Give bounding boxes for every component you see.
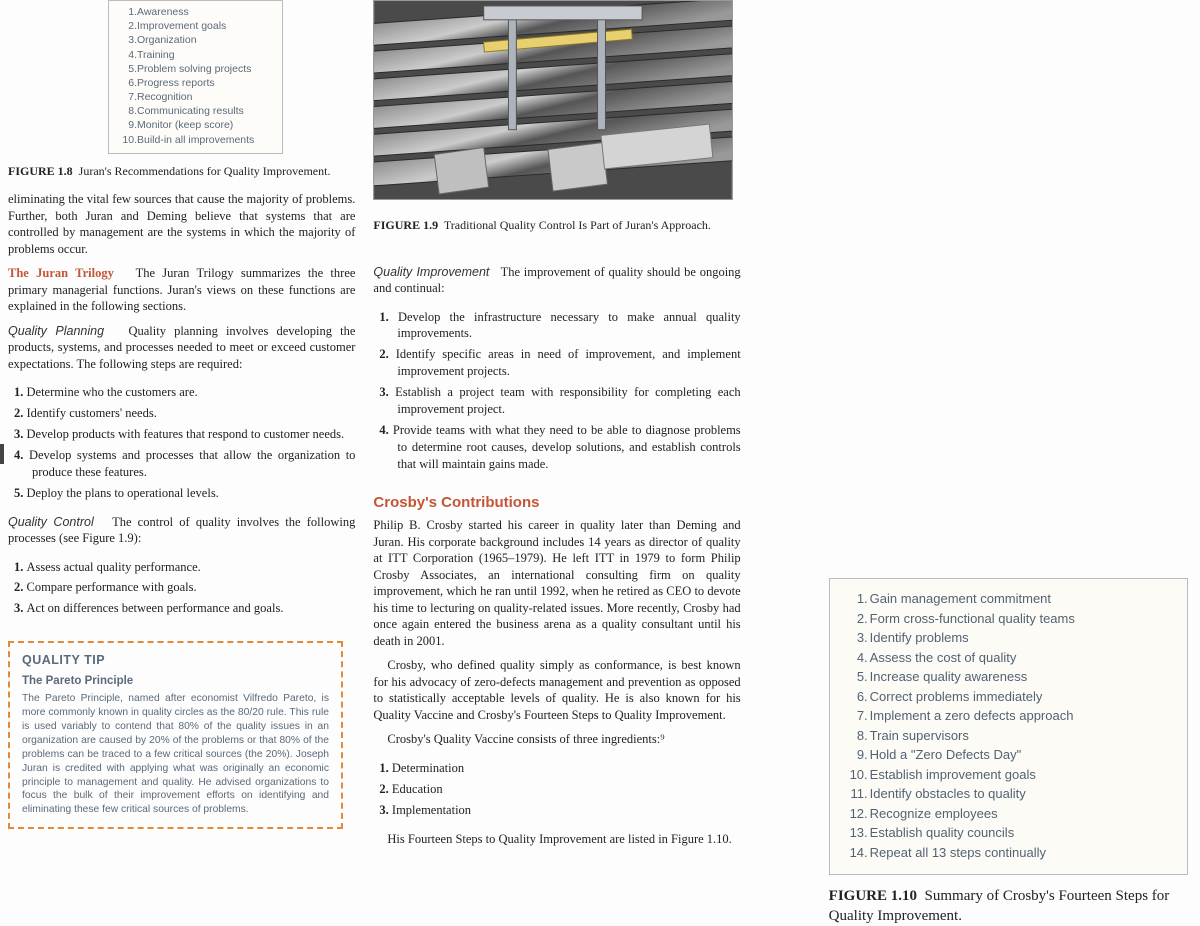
list-item: Recognize employees bbox=[844, 804, 1173, 824]
quality-planning-list: Determine who the customers are. Identif… bbox=[14, 384, 355, 505]
list-item: Develop systems and processes that allow… bbox=[14, 447, 355, 481]
list-item: Form cross-functional quality teams bbox=[844, 609, 1173, 629]
list-item: Train supervisors bbox=[844, 726, 1173, 746]
fig-1-8-box: Awareness Improvement goals Organization… bbox=[108, 0, 283, 154]
section-heading-crosby: Crosby's Contributions bbox=[373, 494, 740, 511]
list-item: Identify specific areas in need of impro… bbox=[379, 346, 740, 380]
quality-tip-box: QUALITY TIP The Pareto Principle The Par… bbox=[8, 641, 343, 829]
list-item: Establish improvement goals bbox=[844, 765, 1173, 785]
fig-caption-text: Traditional Quality Control Is Part of J… bbox=[444, 218, 711, 232]
fig-1-10-caption: FIGURE 1.10 Summary of Crosby's Fourteen… bbox=[829, 887, 1188, 926]
fig-caption-text: Juran's Recommendations for Quality Impr… bbox=[79, 164, 331, 178]
quality-improvement-list: Develop the infrastructure necessary to … bbox=[379, 309, 740, 477]
list-item: Assess actual quality performance. bbox=[14, 559, 355, 576]
list-item: Implementation bbox=[379, 802, 740, 819]
list-item: Determine who the customers are. bbox=[14, 384, 355, 401]
list-item: Establish a project team with responsibi… bbox=[379, 384, 740, 418]
paragraph: His Fourteen Steps to Quality Improvemen… bbox=[373, 831, 740, 848]
paragraph: Philip B. Crosby started his career in q… bbox=[373, 517, 740, 649]
list-item: Develop products with features that resp… bbox=[14, 426, 355, 443]
list-item: Problem solving projects bbox=[119, 62, 272, 76]
paragraph: Quality Improvement The improvement of q… bbox=[373, 264, 740, 297]
bolts-photo-icon bbox=[374, 1, 732, 199]
list-item: Monitor (keep score) bbox=[119, 118, 272, 132]
paragraph: eliminating the vital few sources that c… bbox=[8, 191, 355, 257]
textbook-page: Awareness Improvement goals Organization… bbox=[0, 0, 1200, 926]
paragraph: Quality Control The control of quality i… bbox=[8, 514, 355, 547]
list-item: Act on differences between performance a… bbox=[14, 600, 355, 617]
list-item: Determination bbox=[379, 760, 740, 777]
right-column: Gain management commitment Form cross-fu… bbox=[829, 0, 1188, 926]
run-in-heading: The Juran Trilogy bbox=[8, 266, 114, 280]
run-in-heading: Quality Improvement bbox=[373, 265, 489, 279]
list-item: Assess the cost of quality bbox=[844, 648, 1173, 668]
quality-control-list: Assess actual quality performance. Compa… bbox=[14, 559, 355, 622]
list-item: Identify obstacles to quality bbox=[844, 784, 1173, 804]
list-item: Provide teams with what they need to be … bbox=[379, 422, 740, 473]
fig-1-10-list: Gain management commitment Form cross-fu… bbox=[844, 589, 1173, 862]
page-edge-marker bbox=[0, 444, 4, 464]
list-item: Training bbox=[119, 48, 272, 62]
list-item: Build-in all improvements bbox=[119, 133, 272, 147]
tip-body: The Pareto Principle, named after econom… bbox=[22, 692, 329, 817]
list-item: Identify problems bbox=[844, 628, 1173, 648]
run-in-heading: Quality Planning bbox=[8, 324, 104, 338]
fig-1-9-image bbox=[373, 0, 733, 200]
list-item: Hold a "Zero Defects Day" bbox=[844, 745, 1173, 765]
list-item: Deploy the plans to operational levels. bbox=[14, 485, 355, 502]
list-item: Organization bbox=[119, 33, 272, 47]
list-item: Increase quality awareness bbox=[844, 667, 1173, 687]
fig-label: FIGURE 1.8 bbox=[8, 164, 73, 178]
list-item: Gain management commitment bbox=[844, 589, 1173, 609]
fig-1-8-list: Awareness Improvement goals Organization… bbox=[119, 5, 272, 147]
paragraph: The Juran Trilogy The Juran Trilogy summ… bbox=[8, 265, 355, 315]
list-item: Compare performance with goals. bbox=[14, 579, 355, 596]
left-column: Awareness Improvement goals Organization… bbox=[8, 0, 355, 926]
run-in-heading: Quality Control bbox=[8, 515, 94, 529]
fig-1-10-box: Gain management commitment Form cross-fu… bbox=[829, 578, 1188, 875]
list-item: Identify customers' needs. bbox=[14, 405, 355, 422]
list-item: Education bbox=[379, 781, 740, 798]
fig-label: FIGURE 1.10 bbox=[829, 888, 917, 904]
tip-subtitle: The Pareto Principle bbox=[22, 675, 329, 687]
list-item: Improvement goals bbox=[119, 19, 272, 33]
paragraph: Crosby, who defined quality simply as co… bbox=[373, 657, 740, 723]
list-item: Correct problems immediately bbox=[844, 687, 1173, 707]
list-item: Recognition bbox=[119, 90, 272, 104]
list-item: Establish quality councils bbox=[844, 823, 1173, 843]
fig-1-9-caption: FIGURE 1.9 Traditional Quality Control I… bbox=[373, 218, 740, 234]
paragraph: Quality Planning Quality planning involv… bbox=[8, 323, 355, 373]
middle-column: FIGURE 1.9 Traditional Quality Control I… bbox=[373, 0, 740, 926]
list-item: Implement a zero defects approach bbox=[844, 706, 1173, 726]
paragraph: Crosby's Quality Vaccine consists of thr… bbox=[373, 731, 740, 748]
list-item: Develop the infrastructure necessary to … bbox=[379, 309, 740, 343]
list-item: Progress reports bbox=[119, 76, 272, 90]
list-item: Awareness bbox=[119, 5, 272, 19]
vaccine-list: Determination Education Implementation bbox=[379, 760, 740, 823]
tip-title: QUALITY TIP bbox=[22, 653, 329, 667]
fig-1-8-caption: FIGURE 1.8 Juran's Recommendations for Q… bbox=[8, 164, 355, 180]
fig-label: FIGURE 1.9 bbox=[373, 218, 438, 232]
list-item: Communicating results bbox=[119, 104, 272, 118]
list-item: Repeat all 13 steps continually bbox=[844, 843, 1173, 863]
